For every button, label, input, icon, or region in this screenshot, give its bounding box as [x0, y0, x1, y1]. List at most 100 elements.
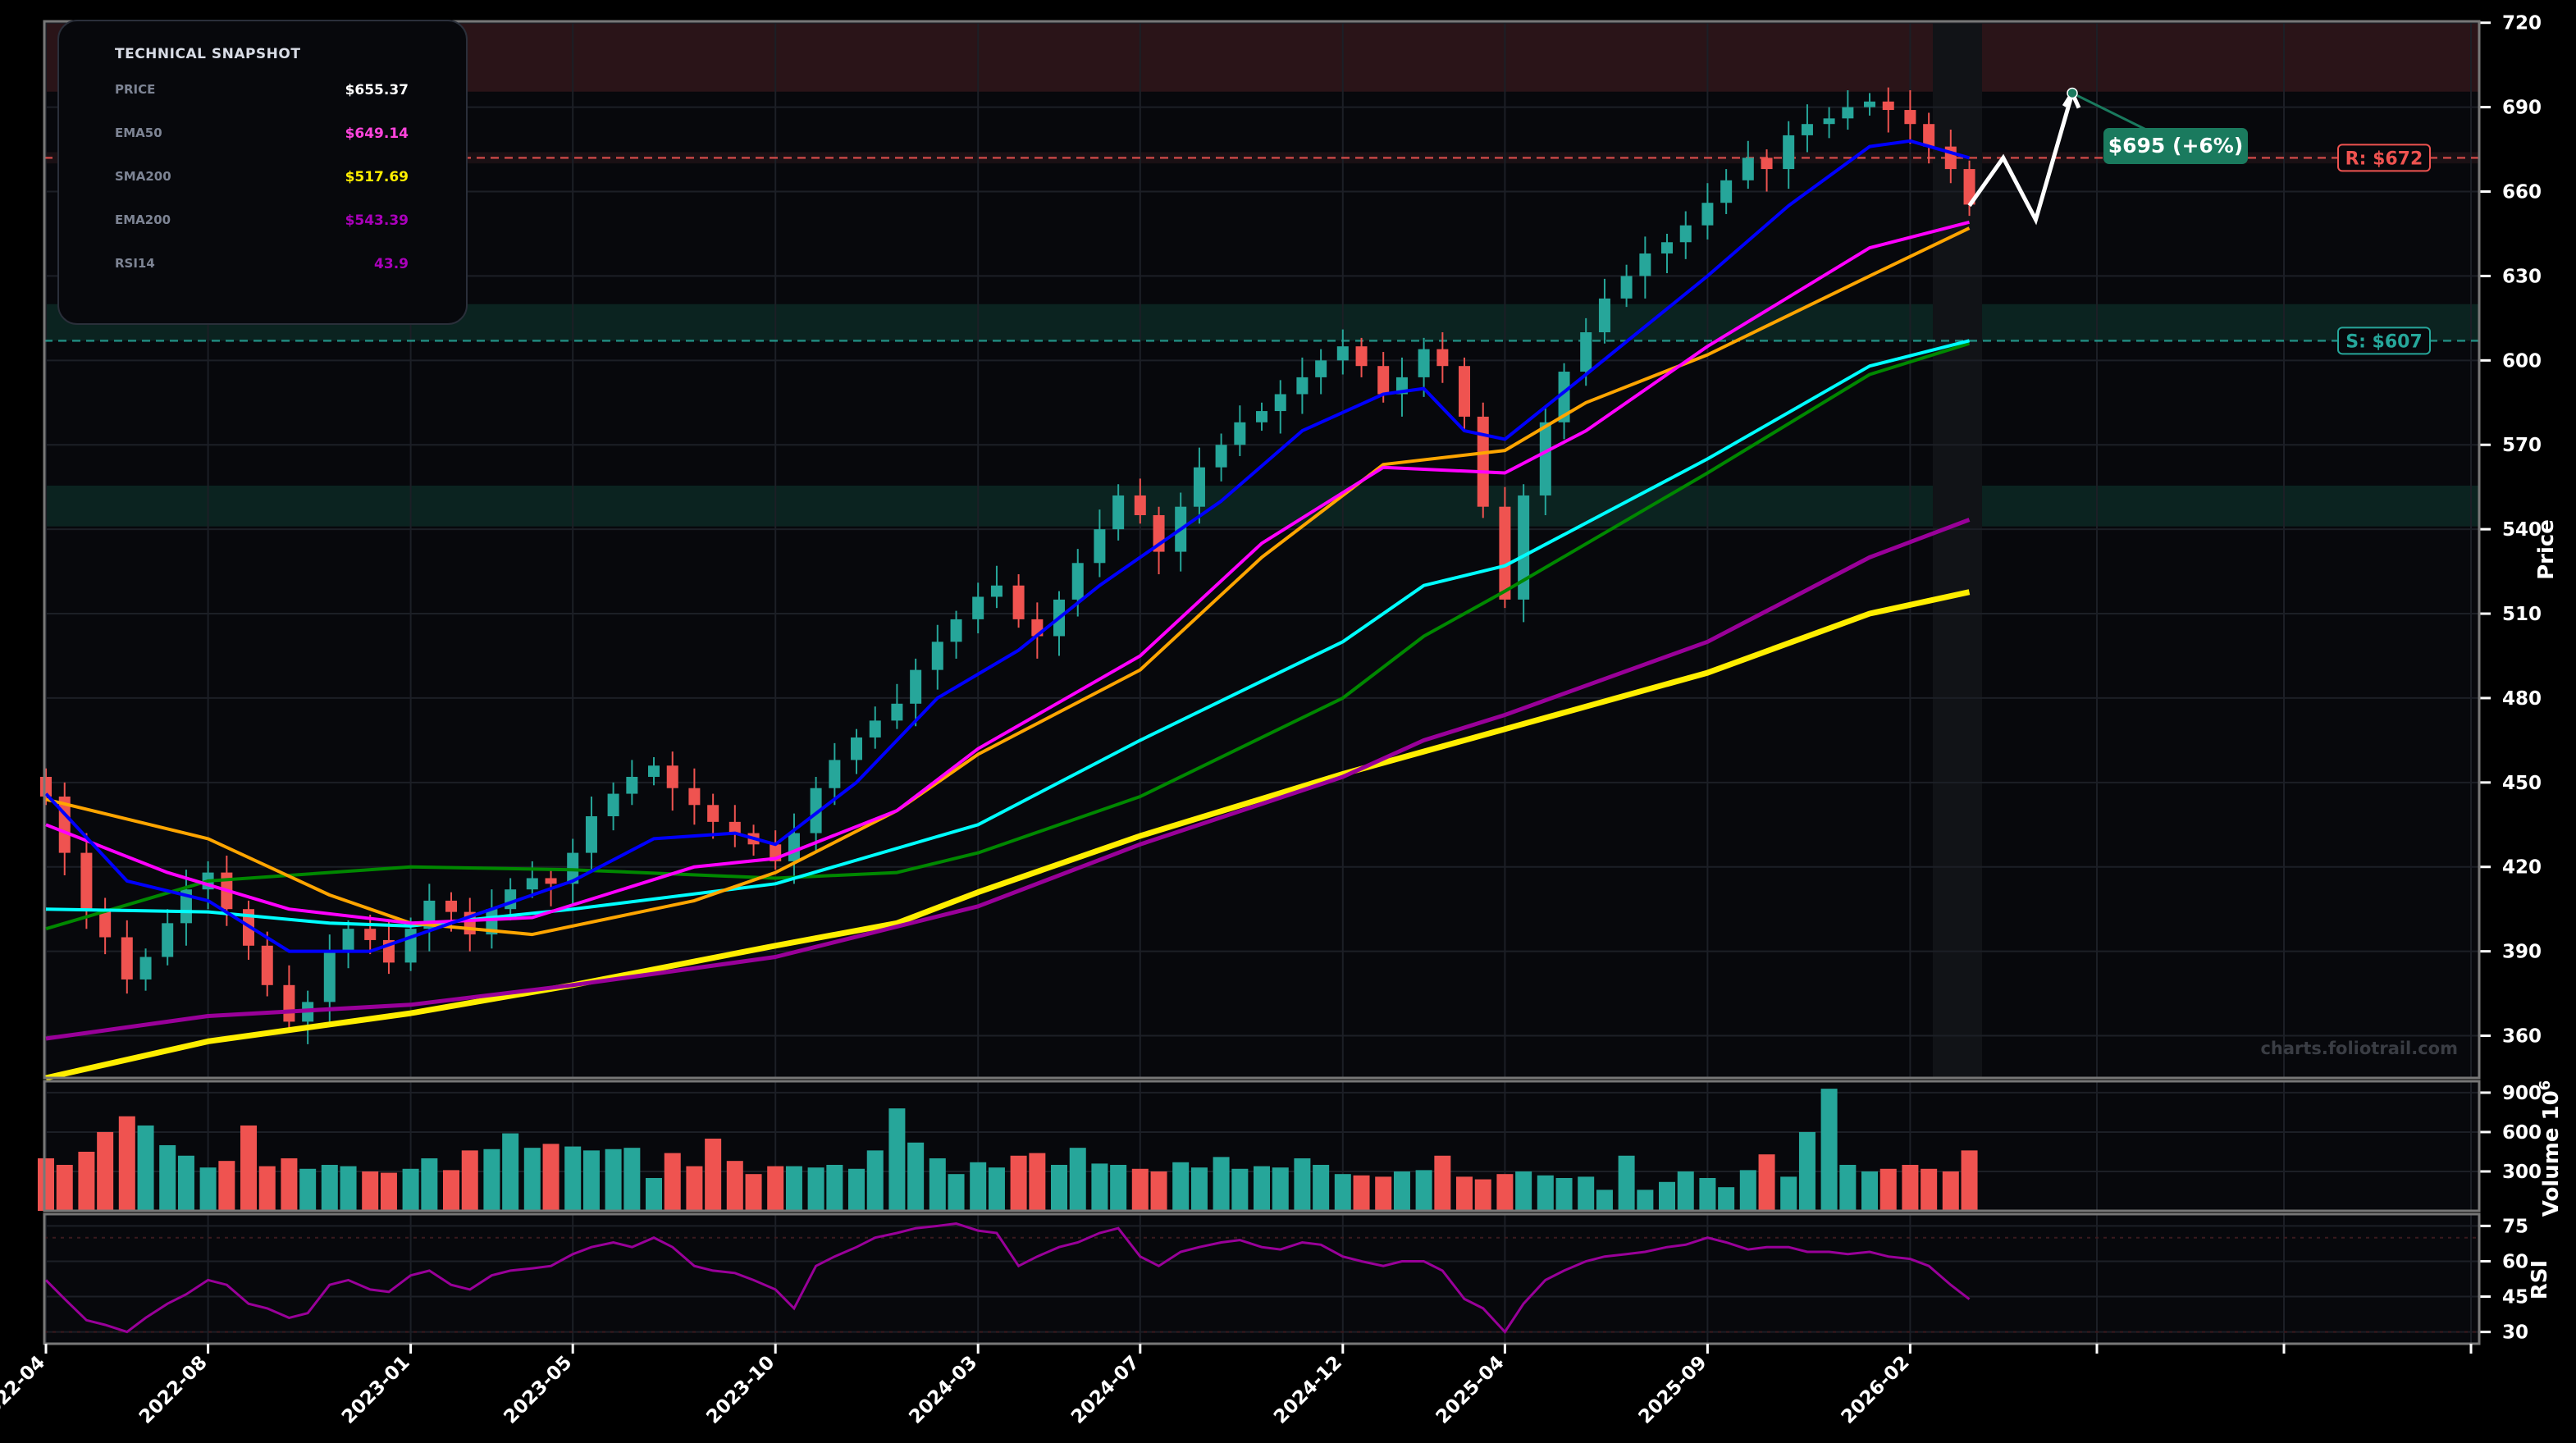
volume-bar: [826, 1164, 843, 1211]
candle: [1193, 447, 1205, 524]
candle-body: [1012, 585, 1025, 619]
candle-body: [1459, 366, 1470, 417]
volume-bar: [1393, 1171, 1410, 1211]
snapshot-label-rsi14: RSI14: [115, 256, 155, 271]
candle: [121, 920, 133, 994]
volume-bar: [1659, 1181, 1675, 1211]
snapshot-label-ema200: EMA200: [115, 212, 171, 227]
watermark: charts.foliotrail.com: [2260, 1039, 2458, 1058]
y-tick-label: 390: [2502, 942, 2542, 963]
candle-body: [1801, 124, 1813, 135]
candle-body: [342, 929, 354, 952]
candle: [1296, 357, 1309, 414]
candle: [364, 915, 377, 955]
moving-average-line: [45, 518, 1971, 1041]
y-tick-label: 510: [2502, 604, 2542, 625]
candle: [1783, 121, 1795, 190]
candle: [162, 909, 174, 966]
y-tick-label: 45: [2502, 1287, 2528, 1308]
moving-average-line: [45, 341, 1971, 931]
candle: [139, 948, 152, 991]
candle-body: [950, 619, 962, 642]
candle-body: [1274, 394, 1286, 412]
candle-body: [931, 642, 943, 670]
candle-body: [1661, 242, 1673, 253]
volume-bar: [582, 1150, 600, 1211]
volume-bar: [1718, 1187, 1735, 1211]
volume-bar: [1456, 1176, 1473, 1211]
candle: [1882, 87, 1894, 133]
volume-bar: [1010, 1155, 1027, 1211]
moving-average-line: [45, 589, 1971, 1081]
candle-body: [1234, 422, 1246, 445]
volume-bar: [1555, 1177, 1573, 1211]
candle-body: [851, 737, 862, 760]
candle: [1864, 93, 1875, 116]
volume-bar: [321, 1164, 338, 1211]
forecast-label: $695 (+6%): [2108, 134, 2244, 158]
candle-body: [99, 909, 112, 938]
candle: [261, 931, 273, 997]
candle-body: [1336, 346, 1349, 361]
candle: [1256, 402, 1267, 432]
volume-bar: [866, 1150, 884, 1211]
candle-body: [505, 889, 517, 910]
candle-body: [1094, 529, 1106, 564]
volume-bar: [523, 1148, 541, 1211]
rsi-axis-label: RSI: [2528, 1260, 2552, 1299]
candle: [707, 793, 719, 839]
support-label: S: $607: [2345, 331, 2423, 352]
candle: [607, 782, 619, 831]
candle: [585, 796, 597, 870]
candle-body: [1720, 180, 1733, 203]
snapshot-value-rsi14: 43.9: [374, 256, 409, 272]
candle-body: [1518, 495, 1530, 600]
volume-bar: [807, 1167, 824, 1211]
volume-bar: [542, 1144, 560, 1211]
volume-bar: [502, 1133, 519, 1211]
candle: [1315, 349, 1327, 395]
panel-frame: [43, 1080, 2481, 1212]
volume-bar: [907, 1142, 925, 1211]
candle: [1071, 549, 1084, 617]
volume-bar: [177, 1155, 194, 1211]
candle-body: [1761, 158, 1773, 170]
volume-bar: [745, 1174, 762, 1211]
candle: [1215, 433, 1227, 482]
x-tick-label: 2022-04: [0, 1352, 49, 1428]
candle: [788, 813, 800, 884]
candle-body: [688, 788, 701, 806]
forecast-leader-line: [2071, 92, 2150, 133]
candle: [972, 582, 984, 634]
volume-bar: [1069, 1148, 1086, 1211]
candle-body: [1679, 225, 1692, 243]
candle-body: [1823, 118, 1835, 125]
candle-body: [1783, 135, 1795, 170]
snapshot-label-sma200: SMA200: [115, 169, 171, 184]
candle-body: [1355, 346, 1368, 367]
candle-body: [180, 889, 192, 924]
candle: [526, 861, 538, 898]
candle-body: [648, 765, 660, 777]
y-tick-label: 480: [2502, 688, 2542, 710]
x-tick-label: 2023-05: [500, 1352, 576, 1428]
volume-bar: [97, 1131, 114, 1211]
candle: [1842, 90, 1854, 130]
candle: [648, 756, 660, 786]
volume-bar: [605, 1148, 622, 1211]
volume-bar: [1699, 1177, 1716, 1211]
technical-snapshot-panel: TECHNICAL SNAPSHOT PRICE $655.37 EMA50 $649…: [57, 20, 468, 325]
candle: [1620, 264, 1633, 308]
candle: [728, 805, 741, 847]
candle: [1499, 486, 1511, 609]
candle: [891, 683, 903, 729]
candle: [1823, 107, 1835, 139]
candle-body: [1742, 158, 1754, 180]
y-tick-label: 570: [2502, 435, 2542, 456]
candle-body: [1904, 110, 1916, 125]
candle-body: [80, 852, 93, 910]
price-axis-label: Price: [2534, 519, 2559, 580]
candle-body: [707, 805, 719, 822]
volume-bar: [1353, 1175, 1370, 1211]
candle-body: [1134, 495, 1146, 515]
